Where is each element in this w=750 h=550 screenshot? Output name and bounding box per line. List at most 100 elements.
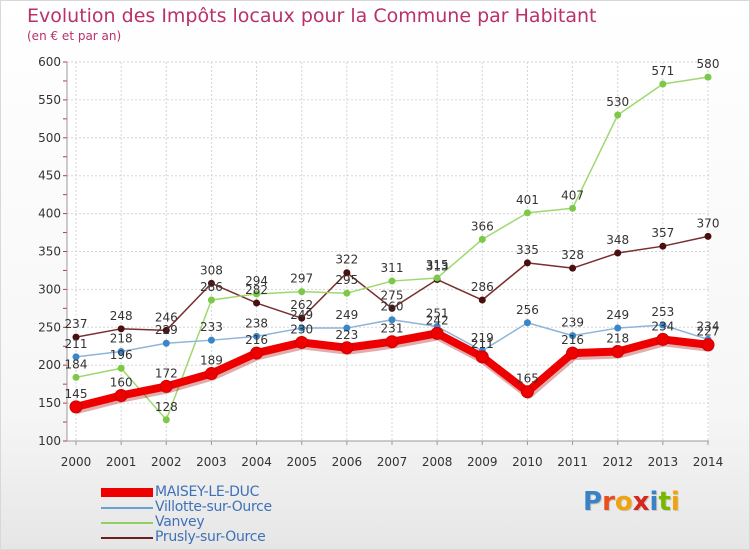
data-label: 256	[516, 303, 539, 317]
x-tick-label: 2007	[377, 455, 408, 469]
x-tick-label: 2013	[648, 455, 679, 469]
data-label: 407	[561, 188, 584, 202]
logo-letter: r	[602, 487, 615, 517]
data-point	[430, 326, 444, 340]
data-label: 242	[426, 313, 449, 327]
data-point	[478, 235, 486, 243]
grid	[67, 61, 709, 442]
data-label: 295	[335, 273, 358, 287]
data-label: 348	[606, 233, 629, 247]
data-point	[614, 111, 622, 119]
data-point	[295, 335, 309, 349]
y-tick-label: 150	[38, 396, 61, 410]
legend-label: Villotte-sur-Ource	[155, 499, 272, 515]
data-label: 282	[245, 283, 268, 297]
data-point	[475, 350, 489, 364]
data-label: 189	[200, 354, 223, 368]
data-point	[207, 336, 215, 344]
x-tick-label: 2006	[332, 455, 363, 469]
data-label: 311	[381, 261, 404, 275]
data-label: 262	[290, 298, 313, 312]
y-tick-label: 100	[38, 434, 61, 448]
data-label: 230	[290, 322, 313, 336]
y-tick-label: 350	[38, 245, 61, 259]
data-label: 238	[245, 316, 268, 330]
data-point	[659, 80, 667, 88]
chart-subtitle: (en € et par an)	[27, 29, 122, 43]
data-label: 184	[65, 357, 88, 371]
data-point	[72, 353, 80, 361]
data-label: 234	[697, 319, 720, 333]
data-label: 233	[200, 320, 223, 334]
data-point	[207, 296, 215, 304]
data-label: 160	[110, 376, 133, 390]
data-point	[388, 316, 396, 324]
data-label: 286	[200, 280, 223, 294]
data-label: 196	[110, 348, 133, 362]
series-group	[69, 73, 715, 424]
data-point	[659, 321, 667, 329]
proxiti-logo: Proxiti	[583, 487, 680, 517]
data-label: 229	[155, 323, 178, 337]
data-label: 249	[606, 308, 629, 322]
data-label: 313	[426, 260, 449, 274]
data-label: 218	[110, 332, 133, 346]
data-point	[523, 209, 531, 217]
data-label: 328	[561, 248, 584, 262]
data-label: 580	[697, 57, 720, 71]
data-point	[523, 319, 531, 327]
x-tick-label: 2010	[512, 455, 543, 469]
data-point	[704, 73, 712, 81]
x-tick-label: 2005	[286, 455, 317, 469]
y-tick-label: 300	[38, 282, 61, 296]
data-label: 211	[65, 337, 88, 351]
data-label: 165	[516, 372, 539, 386]
data-point	[433, 274, 441, 282]
legend-swatch	[101, 488, 153, 497]
data-label: 211	[471, 337, 494, 351]
data-label: 286	[471, 280, 494, 294]
data-label: 237	[65, 317, 88, 331]
data-point	[566, 346, 580, 360]
chart-title: Evolution des Impôts locaux pour la Comm…	[27, 5, 597, 27]
data-point	[569, 204, 577, 212]
data-label: 219	[471, 331, 494, 345]
data-label: 366	[471, 219, 494, 233]
legend-label: MAISEY-LE-DUC	[155, 484, 260, 500]
data-label: 357	[651, 226, 674, 240]
data-point	[385, 335, 399, 349]
x-tick-label: 2004	[241, 455, 272, 469]
data-point	[388, 277, 396, 285]
data-point	[204, 367, 218, 381]
data-point	[520, 385, 534, 399]
data-label: 145	[65, 387, 88, 401]
data-point	[701, 338, 715, 352]
data-label: 322	[335, 253, 358, 267]
data-label: 297	[290, 272, 313, 286]
x-tick-label: 2014	[693, 455, 724, 469]
data-point	[69, 400, 83, 414]
data-label: 248	[110, 309, 133, 323]
data-point	[162, 326, 170, 334]
data-label: 571	[651, 64, 674, 78]
data-label: 251	[426, 307, 449, 321]
data-point	[207, 279, 215, 287]
data-label: 530	[606, 95, 629, 109]
logo-letter: i	[649, 487, 659, 517]
data-label: 249	[335, 308, 358, 322]
x-tick-label: 2008	[422, 455, 453, 469]
data-point	[656, 332, 670, 346]
data-label: 370	[697, 216, 720, 230]
data-point	[614, 249, 622, 257]
data-labels: 237 248 246 308 282 262 322 275 313 286 335 328 348 3…	[65, 57, 720, 414]
y-tick-label: 600	[38, 55, 61, 69]
axes: 100 150 200 250 300 350 400 450 500 550 600 2000 200…	[38, 55, 723, 469]
data-label: 253	[651, 305, 674, 319]
legend-swatch	[101, 507, 153, 509]
data-point	[704, 232, 712, 240]
data-point	[253, 299, 261, 307]
legend-swatch	[101, 522, 153, 524]
data-label: 172	[155, 366, 178, 380]
